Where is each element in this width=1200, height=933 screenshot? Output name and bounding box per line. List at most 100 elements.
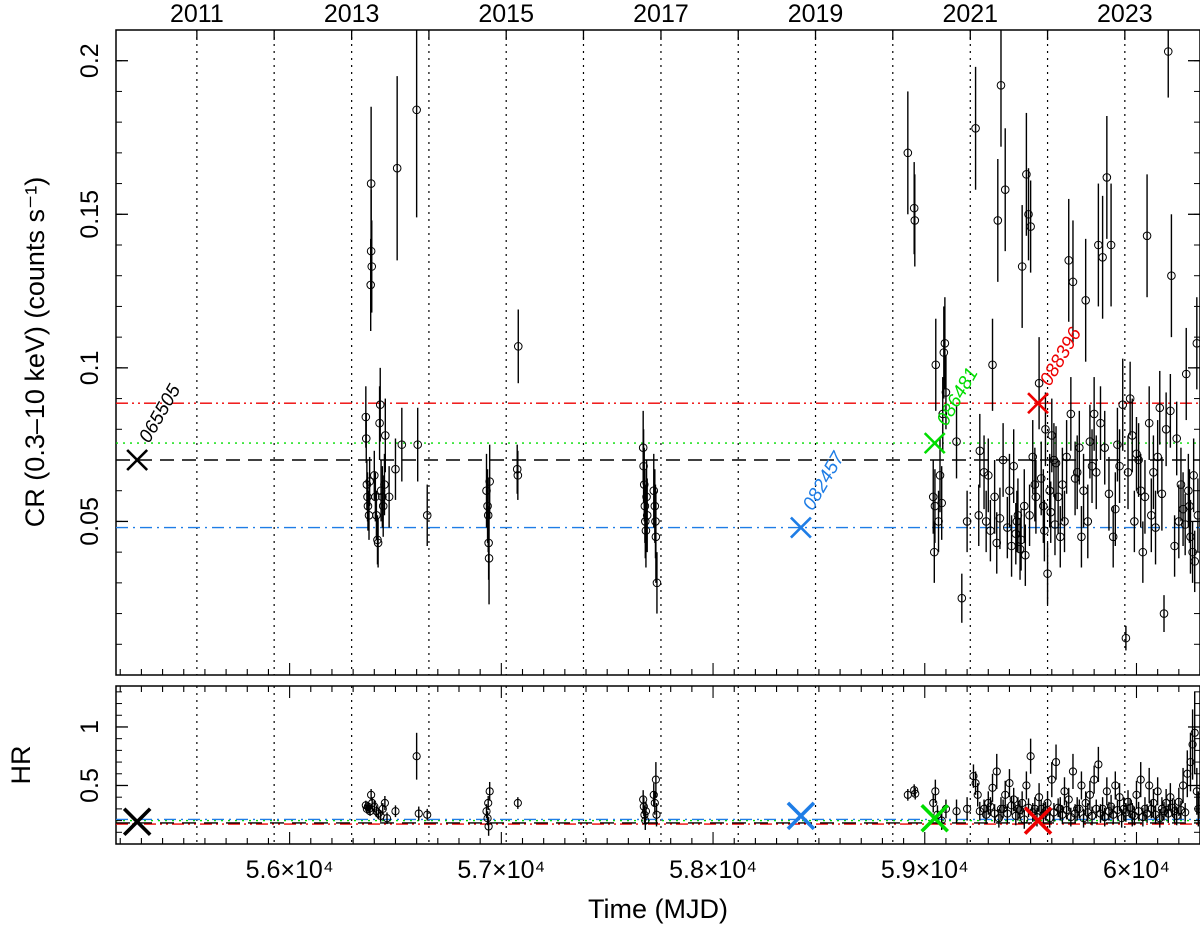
data-point xyxy=(513,342,523,351)
y-tick-label: 0.1 xyxy=(76,350,104,385)
obsid-cross-marker xyxy=(126,449,149,471)
data-point xyxy=(1026,752,1035,761)
data-point xyxy=(1043,569,1052,578)
data-point xyxy=(366,280,375,290)
data-point xyxy=(971,779,980,788)
data-point xyxy=(1121,633,1131,643)
data-point xyxy=(1062,452,1071,462)
data-point xyxy=(1167,271,1176,281)
data-point xyxy=(1020,815,1029,824)
data-point xyxy=(986,526,995,535)
data-point xyxy=(1094,760,1103,769)
data-point xyxy=(1019,501,1029,511)
data-point xyxy=(1123,797,1133,806)
data-point xyxy=(1188,740,1197,749)
data-point xyxy=(952,807,961,816)
data-point xyxy=(1111,504,1120,514)
data-point xyxy=(1155,403,1165,413)
data-point xyxy=(1077,532,1086,542)
data-point xyxy=(990,492,999,502)
data-point xyxy=(380,798,389,808)
x-tick-label: 5.9×10⁴ xyxy=(881,856,969,884)
data-point xyxy=(1066,409,1076,419)
data-point xyxy=(652,578,662,588)
data-point xyxy=(367,790,376,799)
year-tick-label: 2023 xyxy=(1097,0,1153,28)
data-point xyxy=(640,810,649,819)
data-point xyxy=(931,787,940,796)
data-point xyxy=(962,517,972,526)
top-year-boundaries xyxy=(196,30,1126,675)
data-point xyxy=(952,437,961,446)
data-point xyxy=(513,471,523,480)
data-point xyxy=(423,810,432,819)
data-point xyxy=(998,455,1008,465)
data-point xyxy=(1138,547,1148,557)
data-point xyxy=(650,798,659,808)
data-point xyxy=(928,492,938,502)
data-point xyxy=(365,477,374,486)
data-point xyxy=(378,492,387,502)
data-point xyxy=(1136,775,1145,784)
data-point xyxy=(1028,452,1038,462)
x-tick-label: 5.6×10⁴ xyxy=(246,856,334,884)
data-point xyxy=(1157,489,1167,499)
data-point xyxy=(1085,790,1095,799)
data-point xyxy=(1005,486,1014,496)
data-point xyxy=(1176,480,1186,489)
data-point xyxy=(367,262,377,271)
data-point xyxy=(1026,222,1035,231)
data-point xyxy=(1036,474,1046,483)
data-point xyxy=(366,179,376,188)
data-point xyxy=(1192,338,1200,348)
data-point xyxy=(1104,489,1114,499)
data-point xyxy=(910,786,919,795)
data-point xyxy=(1022,170,1031,179)
bottom-y-axis-label: HR xyxy=(6,746,36,785)
data-point xyxy=(1098,252,1107,262)
data-point xyxy=(973,790,982,799)
data-point xyxy=(1031,492,1041,502)
data-point xyxy=(1106,802,1116,811)
data-point xyxy=(1034,793,1044,802)
obsid-cross-marker xyxy=(786,801,816,831)
data-point xyxy=(971,123,980,133)
data-point xyxy=(649,790,658,799)
y-tick-label: 1 xyxy=(76,720,104,734)
data-point xyxy=(1081,295,1090,305)
data-point xyxy=(983,471,993,480)
data-point xyxy=(1189,471,1198,480)
data-point xyxy=(1125,394,1135,403)
obsid-cross-marker xyxy=(923,432,946,455)
data-point xyxy=(1091,467,1101,477)
data-point xyxy=(996,80,1006,90)
data-point xyxy=(1050,520,1060,529)
y-tick-label: 0.5 xyxy=(76,768,104,803)
data-point xyxy=(1060,517,1069,526)
data-point xyxy=(1064,795,1073,804)
data-point xyxy=(513,798,522,808)
data-point xyxy=(652,810,661,819)
data-point xyxy=(642,510,652,520)
data-point xyxy=(1034,378,1044,388)
data-point xyxy=(378,501,388,511)
bottom-axes: 0.5 1 5.6×10⁴ 5.7×10⁴ 5.8×10⁴ 5.9×10⁴ 6×10⁴ xyxy=(76,686,1200,884)
data-point xyxy=(1102,787,1111,796)
data-point xyxy=(485,787,494,796)
data-point xyxy=(1172,434,1182,443)
data-point xyxy=(1193,510,1200,520)
data-point xyxy=(935,471,945,480)
data-point xyxy=(1043,798,1052,808)
data-point xyxy=(1007,541,1016,551)
data-point xyxy=(1102,173,1112,182)
data-point xyxy=(1089,409,1099,419)
data-point xyxy=(931,360,941,370)
data-point xyxy=(414,809,423,818)
data-point xyxy=(1068,767,1078,776)
data-point xyxy=(1163,47,1173,56)
year-tick-label: 2021 xyxy=(942,0,998,28)
data-point xyxy=(1134,455,1143,465)
data-point xyxy=(485,477,494,486)
data-point xyxy=(1145,781,1154,790)
